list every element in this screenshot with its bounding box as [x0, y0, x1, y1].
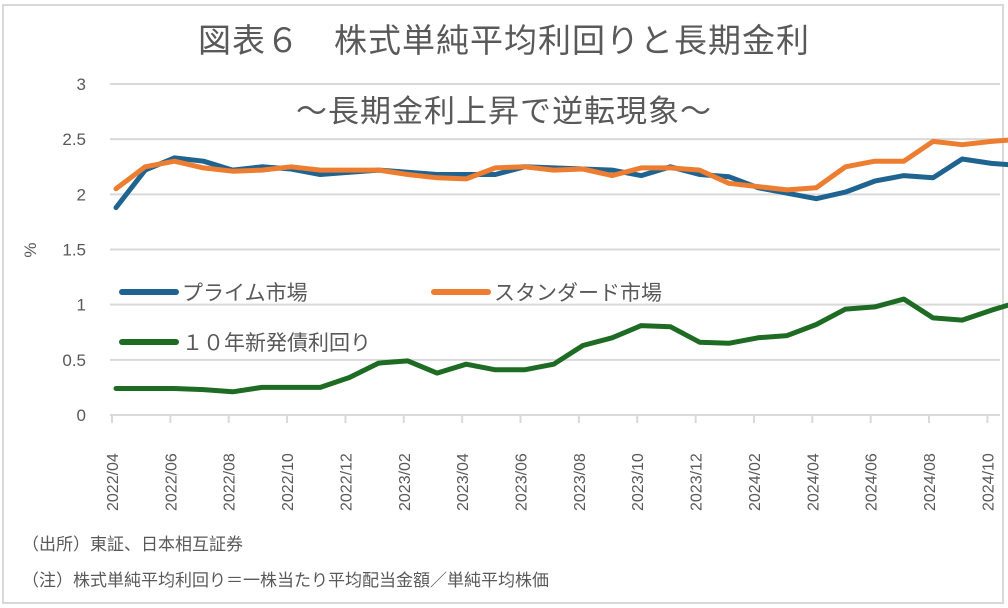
- chart-frame: [2, 4, 1004, 604]
- x-tick-label: 2024/08: [922, 453, 939, 511]
- x-tick-label: 2022/12: [338, 453, 355, 511]
- chart-subtitle: ～長期金利上昇で逆転現象～: [296, 94, 712, 130]
- x-tick-label: 2024/06: [864, 453, 881, 511]
- y-tick-label: 0: [77, 406, 86, 425]
- x-tick-label: 2023/02: [397, 453, 414, 511]
- x-tick-label: 2022/08: [222, 453, 239, 511]
- legend-label: １０年新発債利回り: [182, 331, 371, 355]
- x-tick-label: 2022/04: [105, 453, 122, 511]
- x-tick-label: 2022/10: [280, 453, 297, 511]
- series-lines: [113, 137, 1008, 395]
- x-tick-label: 2023/06: [514, 453, 531, 511]
- source-note: （出所）東証、日本相互証券: [22, 535, 243, 555]
- x-tick-label: 2024/02: [747, 453, 764, 511]
- x-tick-label: 2022/06: [163, 453, 180, 511]
- y-tick-label: 2.5: [62, 130, 86, 149]
- y-axis-label: %: [21, 242, 40, 257]
- x-tick-label: 2024/10: [980, 453, 997, 511]
- x-tick-label: 2023/08: [572, 453, 589, 511]
- legend-label: スタンダード市場: [494, 281, 662, 305]
- y-axis-ticks: 0 0.5 1 1.5 2 2.5 3: [62, 75, 86, 425]
- gridlines: [110, 83, 1000, 361]
- chart-title: 図表６ 株式単純平均利回りと長期金利: [198, 21, 810, 60]
- y-tick-label: 1.5: [62, 241, 86, 260]
- y-tick-label: 1: [77, 296, 86, 315]
- y-tick-label: 3: [77, 75, 86, 94]
- series-line-1: [113, 137, 1008, 193]
- x-tick-label: 2024/04: [805, 453, 822, 511]
- series-line-2: [113, 296, 1008, 395]
- x-axis: 2022/04 2022/06 2022/08 2022/10 2022/12 2023/…: [105, 414, 1000, 511]
- legend-label: プライム市場: [182, 281, 308, 305]
- y-tick-label: 2: [77, 185, 86, 204]
- x-tick-label: 2023/12: [689, 453, 706, 511]
- footnote: （注）株式単純平均利回り＝一株当たり平均配当金額／単純平均株価: [22, 571, 549, 591]
- x-tick-label: 2023/04: [455, 453, 472, 511]
- x-tick-label: 2023/10: [630, 453, 647, 511]
- legend: プライム市場 スタンダード市場 １０年新発債利回り: [119, 281, 662, 355]
- y-tick-label: 0.5: [62, 351, 86, 370]
